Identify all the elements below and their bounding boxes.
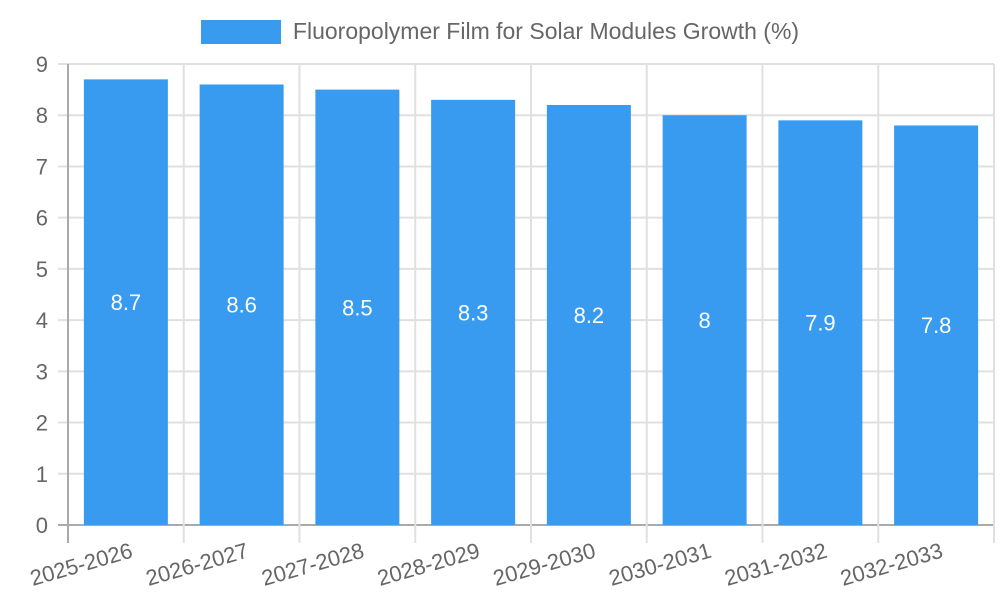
bar-value-label: 8.6 bbox=[226, 293, 257, 318]
y-tick-label: 8 bbox=[36, 103, 48, 128]
y-tick-label: 2 bbox=[36, 411, 48, 436]
x-tick-label: 2027-2028 bbox=[259, 538, 367, 591]
bar bbox=[778, 120, 863, 525]
bar bbox=[199, 84, 284, 525]
x-tick-label: 2028-2029 bbox=[374, 538, 482, 591]
bar-value-label: 8.7 bbox=[111, 290, 142, 315]
y-tick-label: 4 bbox=[36, 308, 48, 333]
bar bbox=[894, 125, 979, 525]
x-tick-label: 2030-2031 bbox=[606, 538, 714, 591]
bar bbox=[431, 99, 516, 525]
bar-value-label: 7.8 bbox=[921, 313, 952, 338]
x-tick-label: 2025-2026 bbox=[27, 538, 135, 591]
y-tick-label: 9 bbox=[36, 52, 48, 77]
bar bbox=[83, 79, 168, 525]
bar-value-label: 8.3 bbox=[458, 300, 489, 325]
y-tick-label: 7 bbox=[36, 154, 48, 179]
y-tick-label: 0 bbox=[36, 513, 48, 538]
legend-label: Fluoropolymer Film for Solar Modules Gro… bbox=[292, 18, 800, 44]
bar-value-label: 8.5 bbox=[342, 295, 373, 320]
x-tick-label: 2031-2032 bbox=[722, 538, 830, 591]
x-tick-label: 2032-2033 bbox=[837, 538, 945, 591]
bar-value-label: 8.2 bbox=[574, 303, 605, 328]
bar bbox=[546, 104, 631, 525]
x-tick-label: 2029-2030 bbox=[490, 538, 598, 591]
bar-value-label: 7.9 bbox=[805, 311, 836, 336]
y-tick-label: 1 bbox=[36, 462, 48, 487]
y-tick-label: 5 bbox=[36, 257, 48, 282]
y-tick-label: 3 bbox=[36, 359, 48, 384]
bar-value-label: 8 bbox=[699, 308, 711, 333]
legend-swatch bbox=[200, 19, 281, 44]
bar bbox=[662, 115, 747, 525]
chart-legend[interactable]: Fluoropolymer Film for Solar Modules Gro… bbox=[0, 18, 1000, 45]
y-tick-label: 6 bbox=[36, 206, 48, 231]
bar bbox=[315, 89, 400, 525]
x-tick-label: 2026-2027 bbox=[143, 538, 251, 591]
